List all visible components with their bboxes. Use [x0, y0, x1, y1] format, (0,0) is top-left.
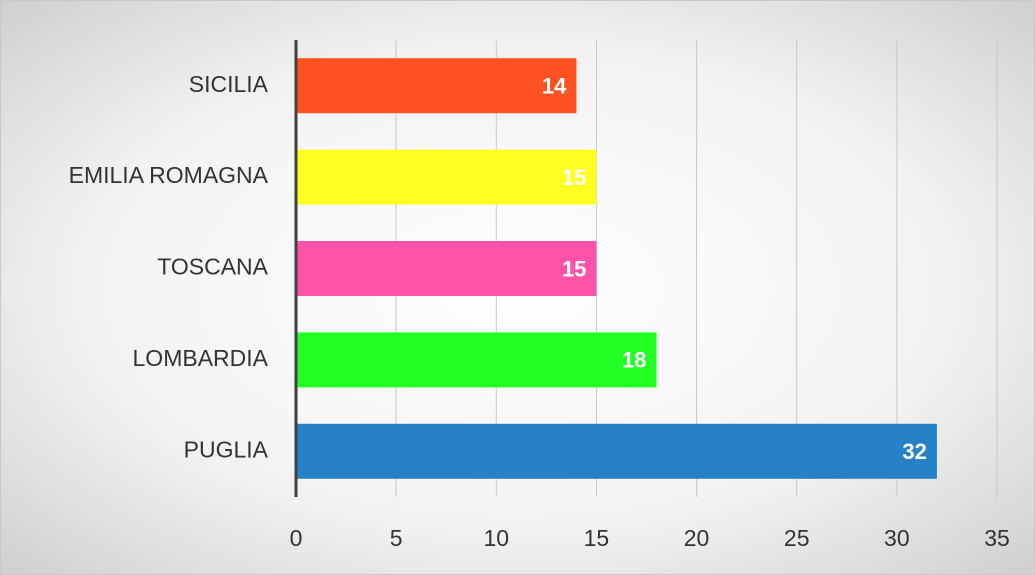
data-label: 15 — [562, 256, 586, 281]
data-label: 15 — [562, 165, 586, 190]
x-tick-label: 20 — [684, 525, 710, 551]
x-tick-label: 10 — [483, 525, 509, 551]
x-tick-label: 25 — [784, 525, 810, 551]
x-tick-label: 0 — [290, 525, 303, 551]
bar — [296, 332, 657, 388]
y-tick-label: PUGLIA — [184, 436, 269, 462]
x-tick-label: 30 — [884, 525, 910, 551]
y-tick-label: EMILIA ROMAGNA — [69, 162, 269, 188]
y-tick-label: TOSCANA — [157, 254, 268, 280]
bar — [296, 149, 597, 205]
data-label: 32 — [902, 439, 926, 464]
data-label: 18 — [622, 348, 646, 373]
bar — [296, 423, 937, 479]
x-tick-label: 15 — [584, 525, 610, 551]
x-tick-label: 35 — [984, 525, 1010, 551]
x-tick-label: 5 — [390, 525, 403, 551]
y-tick-label: LOMBARDIA — [133, 345, 269, 371]
data-label: 14 — [542, 74, 567, 99]
bar — [296, 58, 577, 114]
bar — [296, 241, 597, 296]
y-tick-label: SICILIA — [189, 71, 269, 97]
